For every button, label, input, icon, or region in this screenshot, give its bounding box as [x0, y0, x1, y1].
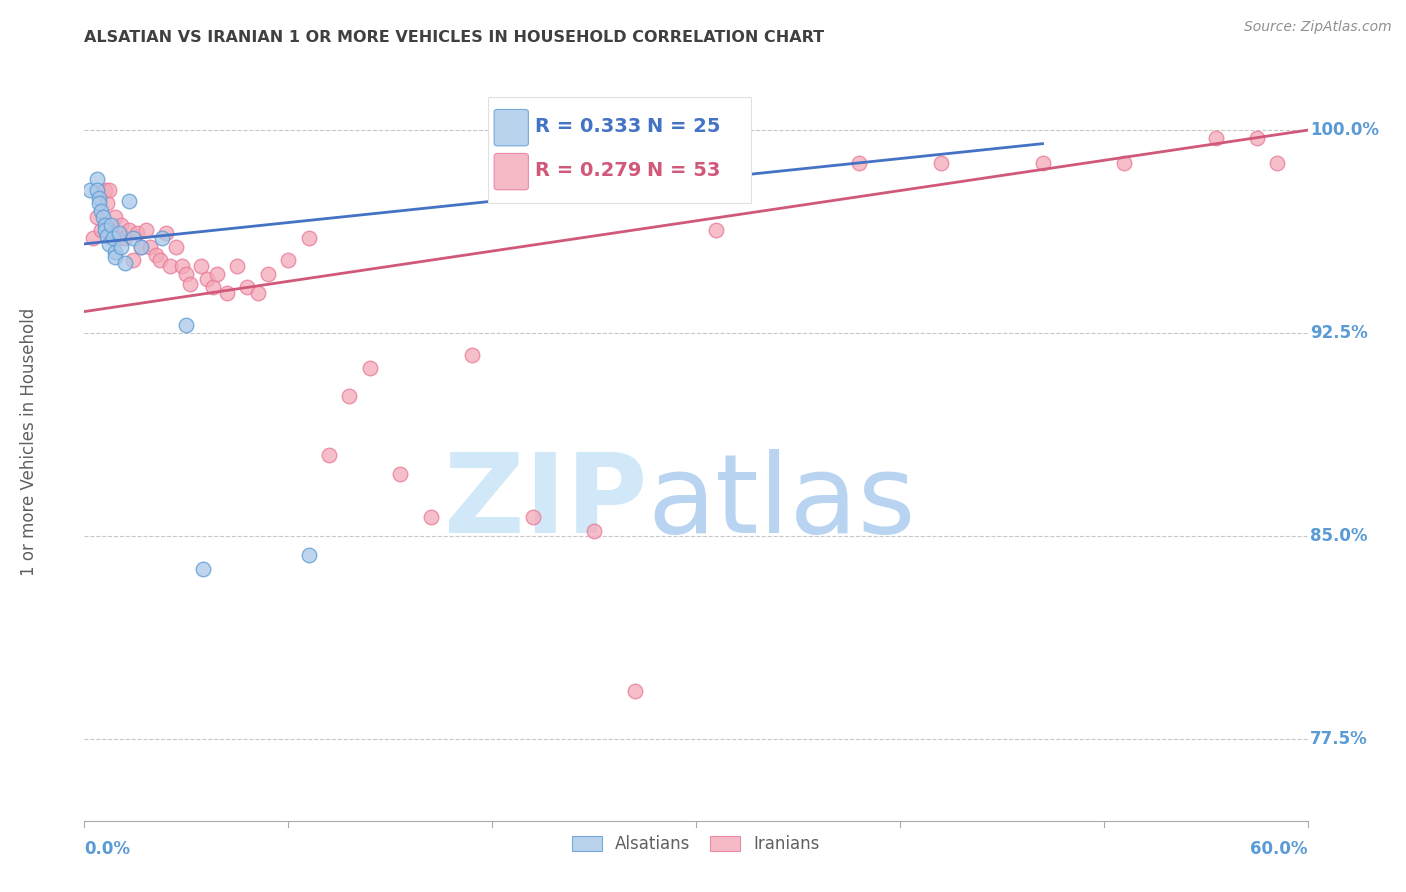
Text: 1 or more Vehicles in Household: 1 or more Vehicles in Household [20, 308, 38, 575]
Point [104, 251, 127, 265]
Point [179, 277, 201, 292]
Point [174, 267, 197, 281]
Text: R = 0.279: R = 0.279 [534, 161, 641, 180]
Point [97, 183, 120, 197]
Point [1265, 155, 1288, 169]
Point [1032, 155, 1054, 169]
Point [138, 239, 160, 253]
Text: 60.0%: 60.0% [1250, 839, 1308, 857]
Point [135, 223, 157, 237]
Text: 77.5%: 77.5% [1310, 731, 1368, 748]
Point [110, 239, 132, 253]
Point [86, 172, 108, 186]
Point [96, 228, 118, 243]
Point [257, 267, 280, 281]
Text: 92.5%: 92.5% [1310, 324, 1368, 343]
Point [110, 218, 132, 232]
Point [100, 218, 122, 232]
Text: R = 0.333: R = 0.333 [534, 118, 641, 136]
Point [929, 155, 952, 169]
Point [205, 267, 228, 281]
Point [848, 155, 870, 169]
Text: Source: ZipAtlas.com: Source: ZipAtlas.com [1244, 20, 1392, 34]
Point [93, 183, 115, 197]
Point [150, 231, 173, 245]
Point [277, 253, 299, 268]
Point [706, 223, 728, 237]
Point [1205, 131, 1227, 145]
Point [298, 548, 321, 562]
Point [236, 280, 259, 294]
Point [1114, 155, 1136, 169]
Point [90, 223, 112, 237]
Point [90, 204, 112, 219]
Point [389, 467, 412, 481]
Point [624, 683, 647, 698]
Point [149, 253, 172, 268]
Point [318, 448, 340, 462]
Text: 85.0%: 85.0% [1310, 527, 1368, 545]
Point [104, 244, 127, 259]
Point [79, 183, 101, 197]
Point [339, 388, 361, 402]
Point [165, 239, 187, 253]
Point [101, 231, 124, 245]
Point [217, 285, 239, 300]
Point [122, 231, 145, 245]
Point [108, 226, 131, 240]
Point [86, 183, 108, 197]
Point [100, 223, 122, 237]
Text: ZIP: ZIP [444, 449, 647, 556]
Point [145, 248, 167, 262]
Point [97, 236, 120, 251]
Point [114, 231, 136, 245]
FancyBboxPatch shape [494, 153, 529, 190]
Text: N = 53: N = 53 [647, 161, 720, 180]
Point [96, 196, 118, 211]
Point [87, 196, 110, 211]
Point [195, 272, 218, 286]
Text: 100.0%: 100.0% [1310, 121, 1379, 139]
Point [522, 510, 544, 524]
Point [174, 318, 197, 332]
Point [461, 348, 484, 362]
Point [298, 231, 321, 245]
Point [172, 259, 194, 273]
Point [131, 239, 153, 253]
FancyBboxPatch shape [488, 96, 751, 202]
Point [122, 253, 145, 268]
Text: atlas: atlas [647, 449, 915, 556]
Point [1246, 131, 1268, 145]
Point [93, 218, 115, 232]
Point [91, 210, 114, 224]
Point [104, 210, 127, 224]
Point [359, 361, 381, 376]
Text: 0.0%: 0.0% [84, 839, 131, 857]
Point [108, 231, 131, 245]
Text: N = 25: N = 25 [647, 118, 720, 136]
Point [127, 226, 149, 240]
Point [118, 194, 141, 208]
FancyBboxPatch shape [494, 110, 529, 145]
Point [191, 562, 214, 576]
Point [86, 210, 108, 224]
Point [190, 259, 212, 273]
Point [82, 231, 104, 245]
Text: ALSATIAN VS IRANIAN 1 OR MORE VEHICLES IN HOUSEHOLD CORRELATION CHART: ALSATIAN VS IRANIAN 1 OR MORE VEHICLES I… [84, 29, 824, 45]
Point [583, 524, 606, 538]
Point [118, 223, 141, 237]
Point [246, 285, 269, 300]
Point [155, 226, 177, 240]
Point [201, 280, 224, 294]
Point [131, 239, 153, 253]
Point [87, 191, 110, 205]
Point [93, 223, 115, 237]
Point [420, 510, 443, 524]
Point [159, 259, 181, 273]
Point [114, 256, 136, 270]
Legend: Alsatians, Iranians: Alsatians, Iranians [564, 827, 828, 862]
Point [226, 259, 249, 273]
